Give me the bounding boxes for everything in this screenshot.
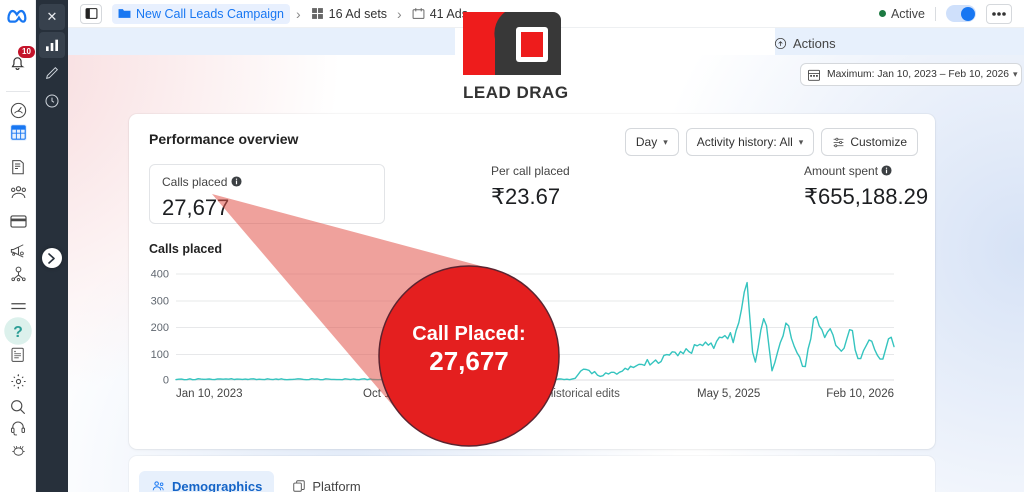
svg-text:Jan 10, 2023: Jan 10, 2023 (176, 388, 243, 400)
svg-text:0: 0 (163, 375, 169, 387)
svg-text:300: 300 (151, 296, 169, 308)
svg-text:400: 400 (151, 269, 169, 281)
svg-text:May 5, 2025: May 5, 2025 (697, 388, 760, 400)
svg-text:Oct 19: Oct 19 (363, 388, 397, 400)
svg-text:?: ? (13, 324, 23, 341)
svg-text:Feb 10, 2026: Feb 10, 2026 (826, 388, 894, 400)
svg-text:200: 200 (151, 322, 169, 334)
svg-text:100: 100 (151, 349, 169, 361)
